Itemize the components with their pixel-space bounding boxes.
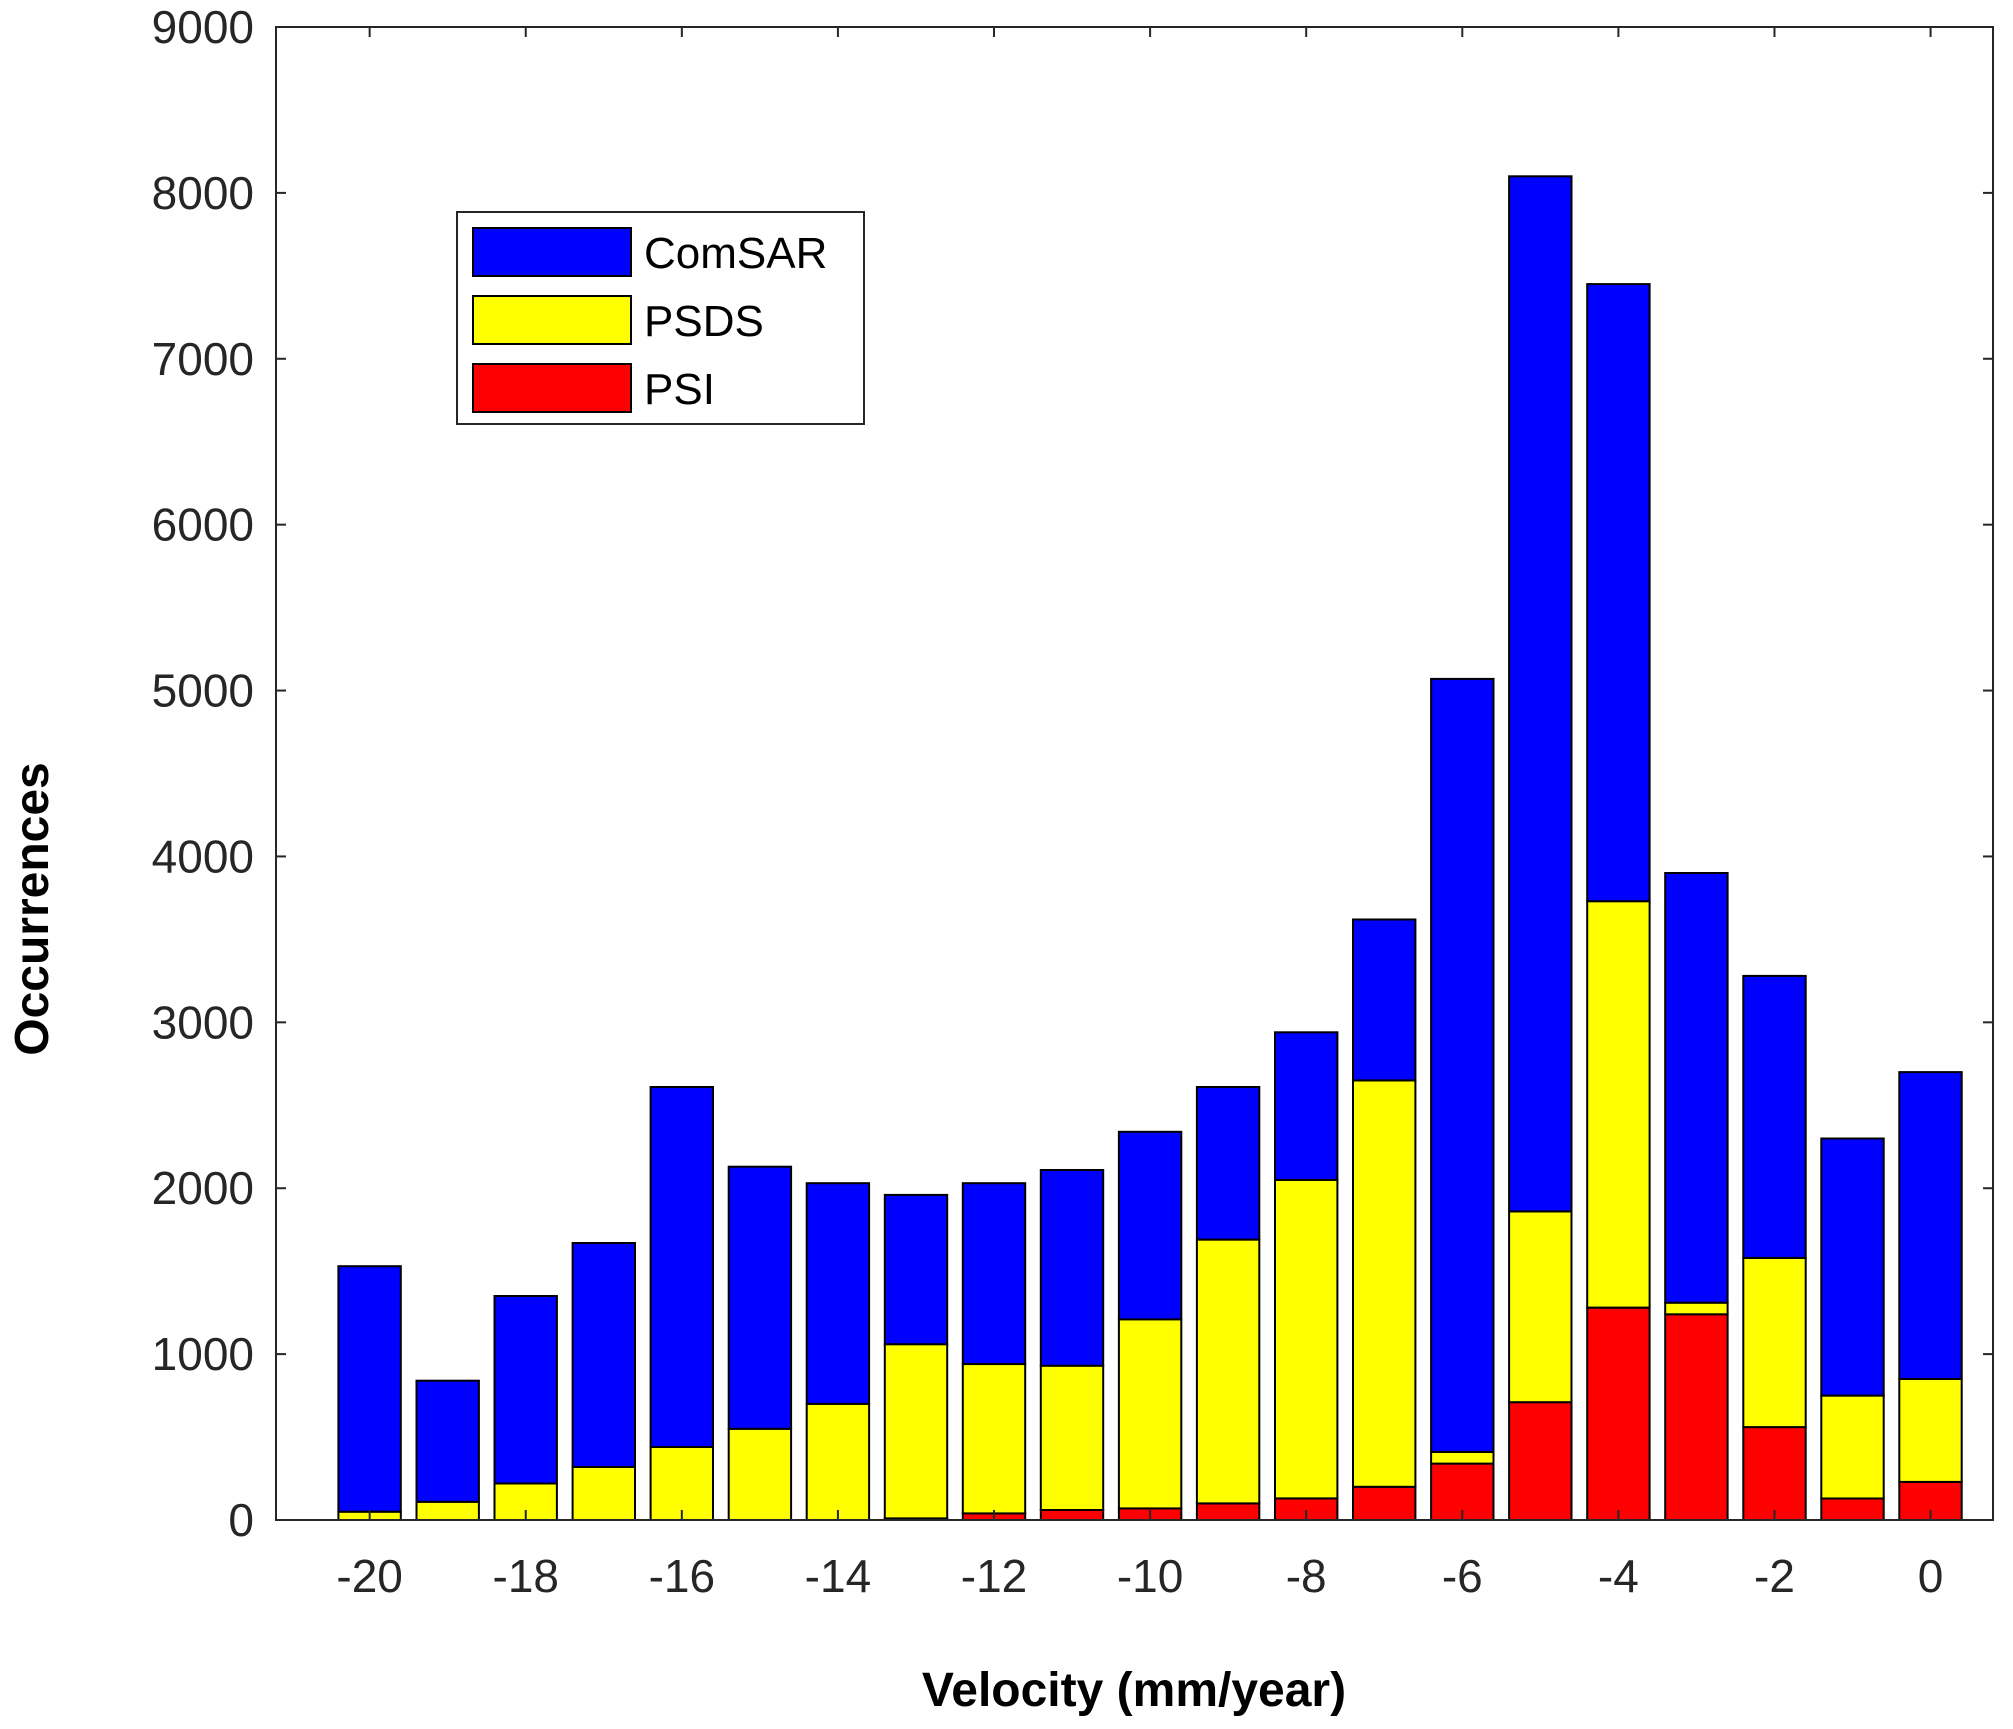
bar-comsar-4 [649, 1086, 714, 1448]
bar-comsar-20 [1898, 1071, 1963, 1380]
x-tick-label: -8 [1286, 1550, 1327, 1602]
bar-psds-12 [1274, 1178, 1339, 1500]
bar-comsar-18 [1742, 974, 1807, 1259]
x-tick-label: -6 [1442, 1550, 1483, 1602]
bar-comsar-17 [1664, 872, 1729, 1304]
legend-label-psi: PSI [644, 365, 715, 414]
bar-psi-19 [1820, 1497, 1885, 1522]
bar-comsar-10 [1117, 1130, 1183, 1321]
bar-psds-11 [1195, 1238, 1261, 1505]
legend: ComSAR PSDS PSI [456, 211, 865, 425]
bar-psds-9 [1039, 1364, 1105, 1511]
legend-swatch-psds [472, 295, 632, 345]
bar-comsar-8 [961, 1182, 1027, 1365]
bar-psi-13 [1352, 1485, 1417, 1522]
bar-psds-3 [571, 1465, 636, 1522]
bar-psds-14 [1430, 1451, 1495, 1465]
y-tick-label: 8000 [152, 167, 254, 219]
bar-psds-18 [1742, 1256, 1807, 1429]
x-tick-label: -2 [1754, 1550, 1795, 1602]
x-tick-label: -16 [649, 1550, 715, 1602]
x-tick-label: -12 [961, 1550, 1027, 1602]
x-tick-label: -18 [493, 1550, 559, 1602]
y-tick-label: 5000 [152, 665, 254, 717]
bar-psds-1 [415, 1500, 480, 1522]
bar-psds-8 [961, 1363, 1027, 1515]
legend-swatch-comsar [472, 227, 632, 277]
y-tick-label: 4000 [152, 830, 254, 882]
bar-comsar-14 [1430, 677, 1495, 1453]
bar-psds-16 [1586, 900, 1651, 1309]
y-tick-label: 2000 [152, 1162, 254, 1214]
bar-comsar-0 [337, 1265, 402, 1513]
bar-comsar-19 [1820, 1137, 1885, 1397]
x-axis-title: Velocity (mm/year) [922, 1664, 1346, 1717]
legend-label-psds: PSDS [644, 297, 764, 346]
bar-psds-7 [883, 1343, 949, 1520]
bar-psds-19 [1820, 1394, 1885, 1500]
bar-psi-17 [1664, 1313, 1729, 1522]
bar-comsar-16 [1586, 283, 1651, 903]
bar-psi-16 [1586, 1306, 1651, 1521]
bar-comsar-6 [805, 1182, 871, 1405]
bar-psi-11 [1195, 1502, 1261, 1522]
x-tick-label: 0 [1918, 1550, 1944, 1602]
bar-psds-15 [1508, 1210, 1573, 1404]
bars-layer [337, 175, 1963, 1522]
x-tick-label: -20 [336, 1550, 402, 1602]
bar-comsar-9 [1039, 1169, 1105, 1367]
bar-psds-5 [727, 1427, 793, 1522]
x-tick-label: -4 [1598, 1550, 1639, 1602]
x-tick-label: -10 [1117, 1550, 1183, 1602]
bar-comsar-7 [883, 1193, 949, 1346]
bar-psi-9 [1039, 1509, 1105, 1521]
bar-psds-13 [1352, 1079, 1417, 1488]
y-tick-label: 7000 [152, 333, 254, 385]
plot-frame [275, 26, 1994, 1521]
bar-comsar-3 [571, 1242, 636, 1468]
bar-comsar-11 [1195, 1086, 1261, 1241]
y-tick-label: 0 [228, 1494, 254, 1546]
y-tick-label: 3000 [152, 996, 254, 1048]
bar-psi-15 [1508, 1401, 1573, 1521]
bar-comsar-1 [415, 1379, 480, 1503]
ticks-layer [276, 26, 1993, 1521]
bar-comsar-12 [1274, 1031, 1339, 1181]
tick-labels-layer: 0100020003000400050006000700080009000-20… [152, 1, 1944, 1602]
bar-psds-17 [1664, 1301, 1729, 1316]
bar-psi-18 [1742, 1426, 1807, 1521]
y-tick-label: 6000 [152, 499, 254, 551]
legend-swatch-psi [472, 363, 632, 413]
legend-label-comsar: ComSAR [644, 229, 827, 278]
bar-comsar-13 [1352, 918, 1417, 1082]
bar-psds-10 [1117, 1318, 1183, 1510]
y-tick-label: 1000 [152, 1328, 254, 1380]
y-axis-title: Occurrences [6, 762, 59, 1056]
bar-psds-6 [805, 1402, 871, 1522]
bar-comsar-5 [727, 1165, 793, 1430]
x-tick-label: -14 [805, 1550, 871, 1602]
bar-comsar-15 [1508, 175, 1573, 1213]
bar-comsar-2 [493, 1295, 558, 1485]
bar-psds-4 [649, 1446, 714, 1521]
y-tick-label: 9000 [152, 1, 254, 53]
bar-psds-20 [1898, 1378, 1963, 1483]
